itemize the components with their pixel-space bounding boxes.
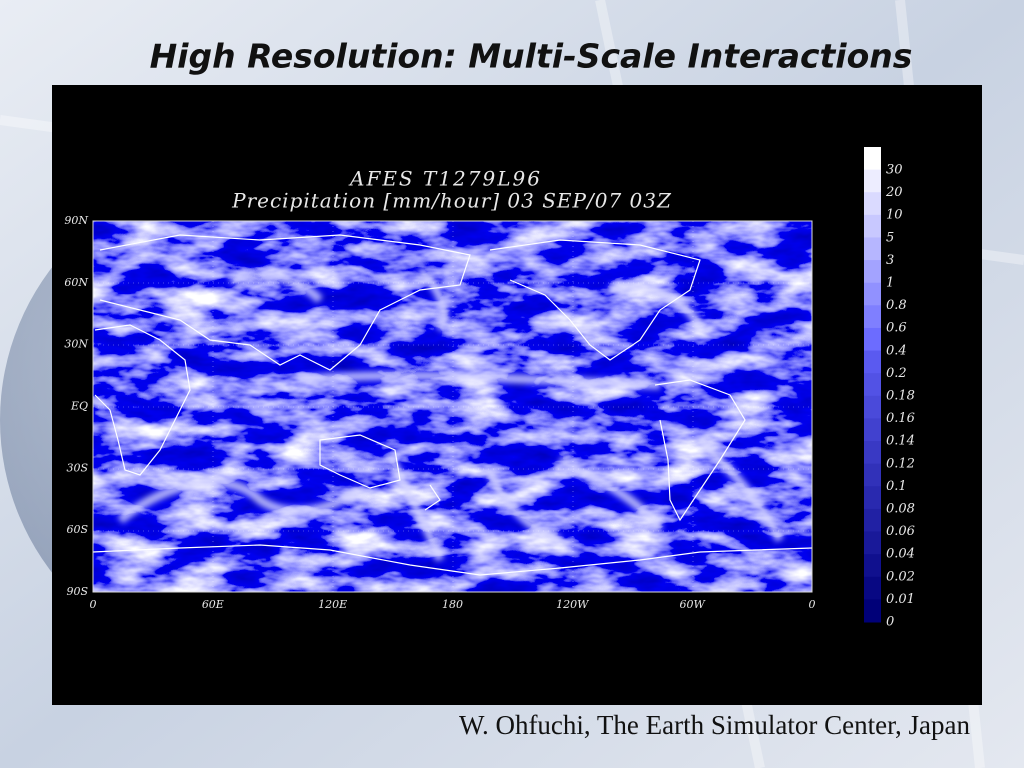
colorbar: 30 20 10 5 3 1 0.8 0.6 0.4 0.2 0.18 0.16 0.14 0.12 0.1… (864, 147, 915, 630)
colorbar-label: 0.04 (886, 547, 915, 562)
figure-title: AFES T1279L96 (348, 167, 542, 191)
colorbar-label: 3 (886, 253, 894, 268)
map-frame (92, 220, 813, 593)
colorbar-label: 0.14 (886, 434, 915, 449)
colorbar-swatch (864, 169, 881, 193)
colorbar-swatch (864, 260, 881, 284)
colorbar-label: 0.18 (886, 389, 915, 404)
colorbar-label: 0.8 (886, 298, 907, 313)
graticule (93, 221, 812, 592)
colorbar-swatch (864, 192, 881, 216)
lat-label: 60S (66, 523, 88, 536)
colorbar-label: 0.1 (886, 479, 907, 494)
lon-label: 60W (680, 598, 707, 611)
colorbar-swatch (864, 599, 881, 623)
colorbar-label: 0.4 (886, 343, 907, 358)
colorbar-label: 0.01 (886, 592, 915, 607)
colorbar-swatch (864, 508, 881, 533)
credit: W. Ohfuchi, The Earth Simulator Center, … (459, 710, 971, 740)
colorbar-label: 10 (886, 208, 903, 223)
slide-title: High Resolution: Multi-Scale Interaction… (150, 37, 913, 76)
colorbar-swatch (864, 463, 881, 487)
precipitation-field (93, 221, 812, 592)
colorbar-swatch (864, 373, 881, 397)
colorbar-swatch (864, 395, 881, 419)
colorbar-swatch (864, 147, 881, 171)
colorbar-swatch (864, 350, 881, 374)
map (93, 221, 812, 592)
colorbar-swatch (864, 214, 881, 238)
colorbar-label: 0 (886, 615, 894, 630)
colorbar-label: 0.06 (886, 524, 915, 539)
colorbar-swatch (864, 576, 881, 600)
colorbar-swatch (864, 486, 881, 510)
colorbar-swatch (864, 305, 881, 329)
colorbar-swatch (864, 441, 881, 465)
lon-label: 120E (318, 598, 347, 611)
colorbar-label: 20 (885, 185, 903, 200)
storm-bands (117, 266, 785, 562)
lon-label: 180 (442, 598, 463, 611)
lat-label: 90N (64, 214, 88, 227)
colorbar-label: 0.12 (886, 456, 915, 471)
colorbar-label: 0.2 (886, 366, 907, 381)
colorbar-label: 0.16 (886, 411, 915, 426)
figure-subtitle: Precipitation [mm/hour] 03 SEP/07 03Z (231, 189, 672, 213)
colorbar-swatch (864, 418, 881, 442)
lat-label: EQ (70, 400, 88, 413)
colorbar-label: 0.02 (886, 569, 915, 584)
lat-label: 60N (64, 276, 88, 289)
colorbar-swatch (864, 237, 881, 261)
lat-label: 30N (64, 338, 88, 351)
colorbar-swatch (864, 327, 881, 352)
lon-label: 0 (90, 598, 97, 611)
coastlines (93, 234, 812, 576)
colorbar-label: 0.6 (886, 321, 907, 336)
lon-label: 0 (809, 598, 816, 611)
lat-label: 90S (66, 585, 88, 598)
lon-label: 60E (202, 598, 224, 611)
colorbar-swatch (864, 282, 881, 306)
colorbar-label: 0.08 (886, 502, 915, 517)
colorbar-label: 5 (886, 230, 894, 245)
lon-label: 120W (556, 598, 590, 611)
colorbar-swatch (864, 531, 881, 555)
lat-label: 30S (66, 461, 88, 474)
colorbar-swatch (864, 554, 881, 578)
colorbar-label: 1 (886, 276, 894, 291)
colorbar-label: 30 (886, 163, 903, 178)
